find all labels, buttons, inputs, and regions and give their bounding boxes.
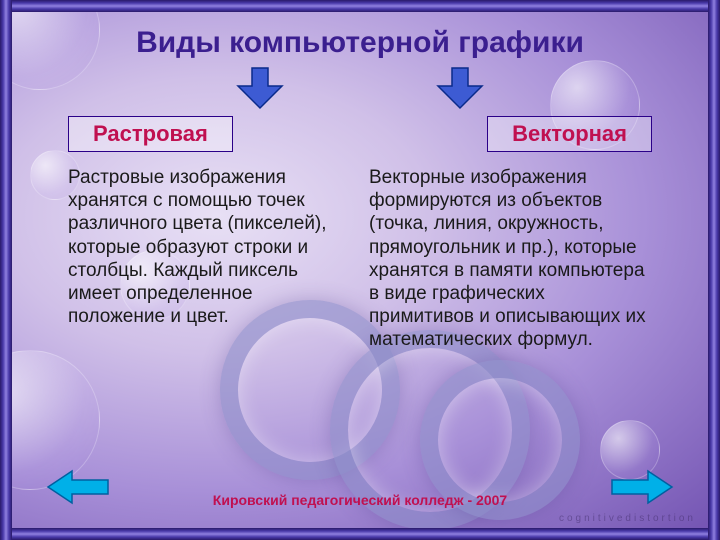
next-button[interactable] bbox=[610, 469, 674, 510]
vector-label: Векторная bbox=[487, 116, 652, 152]
prev-button[interactable] bbox=[46, 469, 110, 510]
vector-description: Векторные изображения формируются из объ… bbox=[369, 166, 652, 351]
page-title: Виды компьютерной графики bbox=[40, 26, 680, 60]
down-arrow-icon bbox=[232, 66, 288, 110]
arrow-right-icon bbox=[610, 469, 674, 505]
raster-label: Растровая bbox=[68, 116, 233, 152]
arrow-left-icon bbox=[46, 469, 110, 505]
watermark-text: cognitivedistortion bbox=[559, 513, 696, 524]
down-arrow-icon bbox=[432, 66, 488, 110]
raster-description: Растровые изображения хранятся с помощью… bbox=[68, 166, 351, 351]
down-arrows-row bbox=[40, 66, 680, 110]
